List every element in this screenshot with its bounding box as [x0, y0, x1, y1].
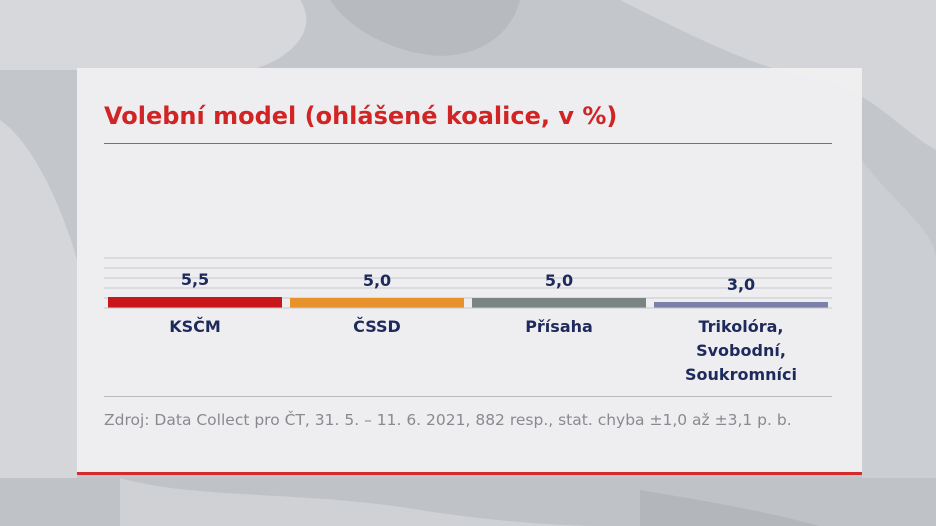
chart-title: Volební model (ohlášené koalice, v %): [104, 102, 618, 130]
value-label: 5,0: [545, 271, 573, 290]
bar: [472, 298, 646, 308]
title-divider: [104, 143, 832, 144]
bar-chart: 5,5 KSČM 5,0 ČSSD 5,0 Přísaha 3,0 Trikolóra, Svo…: [104, 257, 832, 384]
value-label: 5,5: [181, 270, 209, 289]
bar: [108, 297, 282, 308]
value-label: 3,0: [727, 275, 755, 294]
source-divider: [104, 396, 832, 397]
bar: [290, 298, 464, 308]
category-label: KSČM: [169, 317, 221, 336]
category-label: Trikolóra, Svobodní, Soukromníci: [685, 317, 797, 384]
value-label: 5,0: [363, 271, 391, 290]
category-label: Přísaha: [525, 317, 593, 336]
source-note: Zdroj: Data Collect pro ČT, 31. 5. – 11.…: [104, 411, 792, 429]
chart-panel: Volební model (ohlášené koalice, v %) 5,…: [77, 68, 862, 475]
category-label: ČSSD: [353, 317, 401, 336]
bar: [654, 302, 828, 308]
